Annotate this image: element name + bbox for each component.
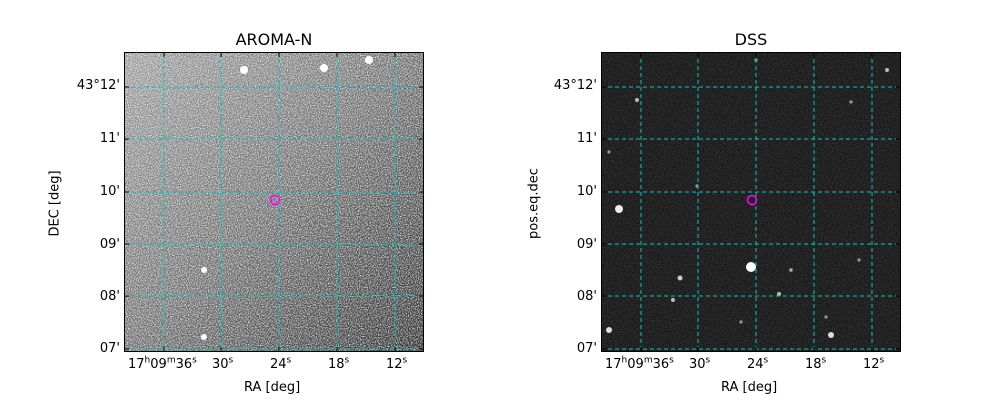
star (607, 150, 611, 154)
target-marker (269, 194, 281, 206)
dss-image (601, 52, 901, 352)
x-tick-label: 17h09m36s (605, 355, 674, 372)
x-tick-label: 12s (386, 355, 408, 372)
star (789, 268, 793, 272)
panel-title: AROMA-N (235, 30, 313, 49)
aroma-n-image (124, 52, 424, 352)
star (885, 68, 889, 72)
x-axis-label: RA [deg] (244, 380, 301, 395)
star (777, 292, 781, 296)
y-tick-label: 07' (576, 341, 597, 356)
y-tick-label: 43°12' (76, 78, 120, 93)
star (671, 298, 675, 302)
y-axis-label: pos.eq.dec (526, 168, 542, 239)
star (739, 320, 743, 324)
coordinate-grid (124, 52, 424, 352)
panel-title: DSS (734, 30, 768, 49)
star (824, 315, 828, 319)
y-tick-label: 09' (99, 237, 120, 252)
star (677, 275, 683, 281)
y-tick-label: 43°12' (553, 78, 597, 93)
x-axis-label: RA [deg] (721, 380, 778, 395)
star (635, 98, 639, 102)
y-tick-label: 10' (576, 184, 597, 199)
bright-star (201, 267, 207, 273)
bright-star (365, 56, 373, 64)
x-tick-label: 18s (328, 355, 350, 372)
star (606, 327, 612, 333)
y-tick-label: 09' (576, 237, 597, 252)
x-tick-label: 24s (747, 355, 769, 372)
x-tick-label: 18s (805, 355, 827, 372)
y-tick-label: 11' (99, 131, 120, 146)
y-tick-label: 11' (576, 131, 597, 146)
y-tick-label: 08' (99, 289, 120, 304)
x-tick-label: 12s (863, 355, 885, 372)
star (746, 262, 756, 272)
y-tick-label: 07' (99, 341, 120, 356)
x-tick-label: 30s (212, 355, 234, 372)
star (857, 258, 861, 262)
x-tick-label: 17h09m36s (128, 355, 197, 372)
bright-star (320, 64, 328, 72)
x-tick-label: 30s (689, 355, 711, 372)
bright-star (201, 334, 207, 340)
star (849, 100, 853, 104)
y-tick-label: 08' (576, 289, 597, 304)
star (615, 205, 623, 213)
star (828, 332, 834, 338)
x-tick-label: 24s (270, 355, 292, 372)
bright-star (240, 66, 248, 74)
y-tick-label: 10' (99, 184, 120, 199)
target-marker (746, 194, 758, 206)
